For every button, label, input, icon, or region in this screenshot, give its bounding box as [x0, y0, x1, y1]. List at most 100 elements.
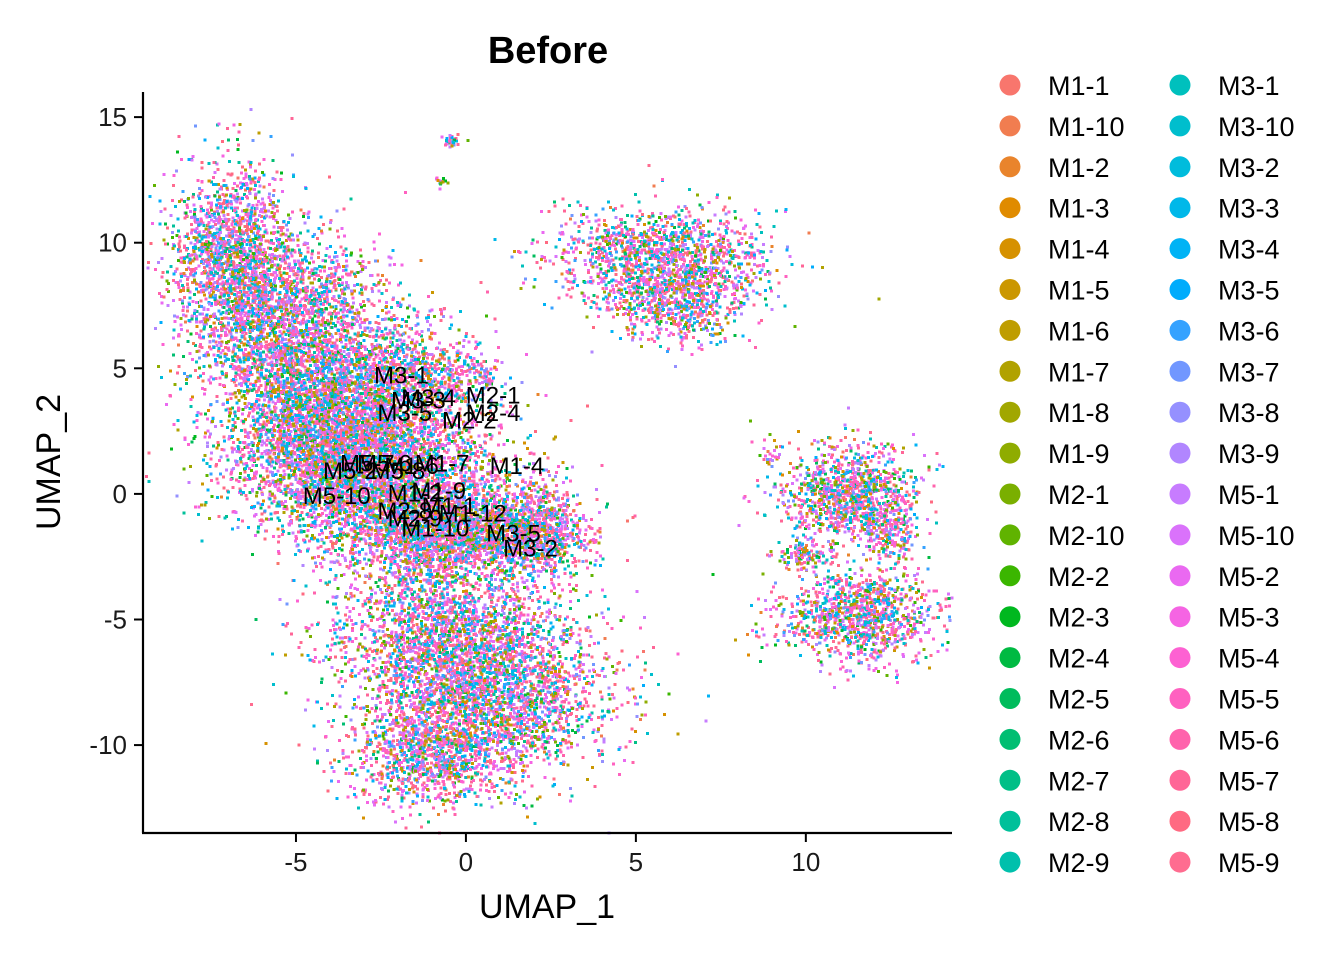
legend-swatch: [999, 319, 1021, 341]
legend-swatch: [999, 279, 1021, 300]
legend-swatch: [1169, 238, 1191, 260]
legend-swatch: [1169, 401, 1191, 423]
legend-swatch: [1169, 115, 1191, 137]
legend-label: M3-3: [1218, 194, 1280, 224]
legend-label: M1-2: [1048, 153, 1110, 183]
legend-label: M2-4: [1048, 644, 1110, 674]
cluster-label: M3-5: [377, 400, 432, 427]
y-tick-label: 0: [113, 479, 127, 509]
cluster-label: M1-12: [439, 501, 507, 528]
legend-swatch: [1169, 851, 1191, 873]
legend-label: M3-4: [1218, 235, 1280, 265]
x-tick-label: 10: [791, 847, 820, 877]
legend-label: M2-7: [1048, 766, 1110, 796]
legend-swatch: [999, 647, 1021, 669]
legend-label: M2-6: [1048, 725, 1110, 755]
legend-swatch: [999, 728, 1021, 750]
cluster-label: M2-8: [377, 498, 432, 525]
legend-label: M1-1: [1048, 71, 1110, 101]
legend-label: M1-10: [1048, 112, 1125, 142]
y-tick-label: 10: [98, 228, 127, 258]
legend-label: M1-4: [1048, 235, 1110, 265]
y-tick-label: 15: [98, 102, 127, 132]
legend-swatch: [999, 401, 1021, 423]
legend-swatch: [999, 197, 1021, 219]
legend-label: M3-2: [1218, 153, 1280, 183]
legend-swatch: [999, 442, 1021, 464]
legend-label: M5-9: [1218, 848, 1280, 878]
x-tick-label: 0: [459, 847, 473, 877]
cluster-label: M1-1: [422, 493, 477, 520]
y-tick-label: 5: [113, 353, 127, 383]
scatter-point-group: [172, 142, 954, 824]
legend-label: M3-7: [1218, 357, 1280, 387]
legend-label: M2-1: [1048, 480, 1110, 510]
legend-label: M1-9: [1048, 439, 1110, 469]
scatter-points: [145, 107, 954, 835]
legend-label: M5-4: [1218, 644, 1280, 674]
legend-swatch: [1169, 156, 1191, 178]
legend-swatch: [999, 524, 1021, 546]
legend-label: M1-7: [1048, 357, 1110, 387]
legend-swatch: [999, 810, 1021, 832]
legend-label: M5-7: [1218, 766, 1280, 796]
legend-swatch: [1169, 769, 1191, 791]
chart-title: Before: [488, 30, 608, 72]
cluster-label: M5-8: [371, 458, 426, 485]
cluster-label: M2-1: [466, 382, 521, 409]
legend-swatch: [1169, 688, 1191, 709]
legend-label: M2-10: [1048, 521, 1125, 551]
legend-swatch: [1169, 606, 1191, 628]
cluster-label: M1-9: [411, 478, 466, 505]
scatter-point-group: [186, 123, 906, 807]
legend-label: M2-3: [1048, 603, 1110, 633]
cluster-label: M3-5: [486, 521, 541, 548]
cluster-label: M3-3: [391, 387, 446, 414]
legend: M1-1 M1-10 M1-2 M1-3 M1-4 M1-5 M1-6 M1-7 M1-8 M1-…: [999, 71, 1295, 878]
cluster-label: M1-2: [388, 480, 443, 507]
legend-swatch: [1169, 360, 1191, 382]
y-tick-label: -5: [104, 604, 127, 634]
legend-swatch: [1169, 442, 1191, 464]
legend-swatch: [999, 606, 1021, 628]
legend-label: M3-10: [1218, 112, 1295, 142]
legend-swatch: [1169, 74, 1191, 96]
legend-label: M5-3: [1218, 603, 1280, 633]
legend-label: M1-5: [1048, 276, 1110, 306]
legend-swatch: [1169, 810, 1191, 832]
legend-label: M3-8: [1218, 398, 1280, 428]
legend-label: M3-6: [1218, 316, 1280, 346]
legend-swatch: [999, 156, 1021, 178]
legend-swatch: [1169, 483, 1191, 505]
legend-label: M5-6: [1218, 725, 1280, 755]
legend-swatch: [999, 769, 1021, 791]
legend-label: M2-5: [1048, 685, 1110, 715]
cluster-label: M1-6: [384, 453, 439, 480]
scatter-point-group: [170, 171, 931, 779]
legend-label: M1-8: [1048, 398, 1110, 428]
legend-label: M2-8: [1048, 807, 1110, 837]
y-tick-label: -10: [89, 730, 127, 760]
cluster-label: M2-4: [466, 400, 521, 427]
legend-swatch: [1169, 319, 1191, 341]
legend-label: M1-3: [1048, 194, 1110, 224]
legend-label: M3-9: [1218, 439, 1280, 469]
legend-label: M5-2: [1218, 562, 1280, 592]
legend-swatch: [1169, 279, 1191, 300]
cluster-label: M5-2: [323, 458, 378, 485]
legend-label: M3-1: [1218, 71, 1280, 101]
cluster-label: M3-1: [374, 362, 429, 389]
cluster-label: M5-10: [303, 483, 371, 510]
legend-swatch: [1169, 197, 1191, 219]
legend-swatch: [999, 688, 1021, 709]
legend-label: M2-9: [1048, 848, 1110, 878]
cluster-label: M1-7: [415, 450, 470, 477]
cluster-label: M3-2: [503, 536, 558, 563]
scatter-point-group: [147, 136, 942, 829]
legend-swatch: [999, 74, 1021, 96]
legend-swatch: [999, 115, 1021, 137]
legend-label: M1-6: [1048, 316, 1110, 346]
cluster-label: M1-4: [490, 453, 545, 480]
cluster-label: M5-7: [340, 450, 395, 477]
cluster-label: M3-4: [401, 385, 456, 412]
